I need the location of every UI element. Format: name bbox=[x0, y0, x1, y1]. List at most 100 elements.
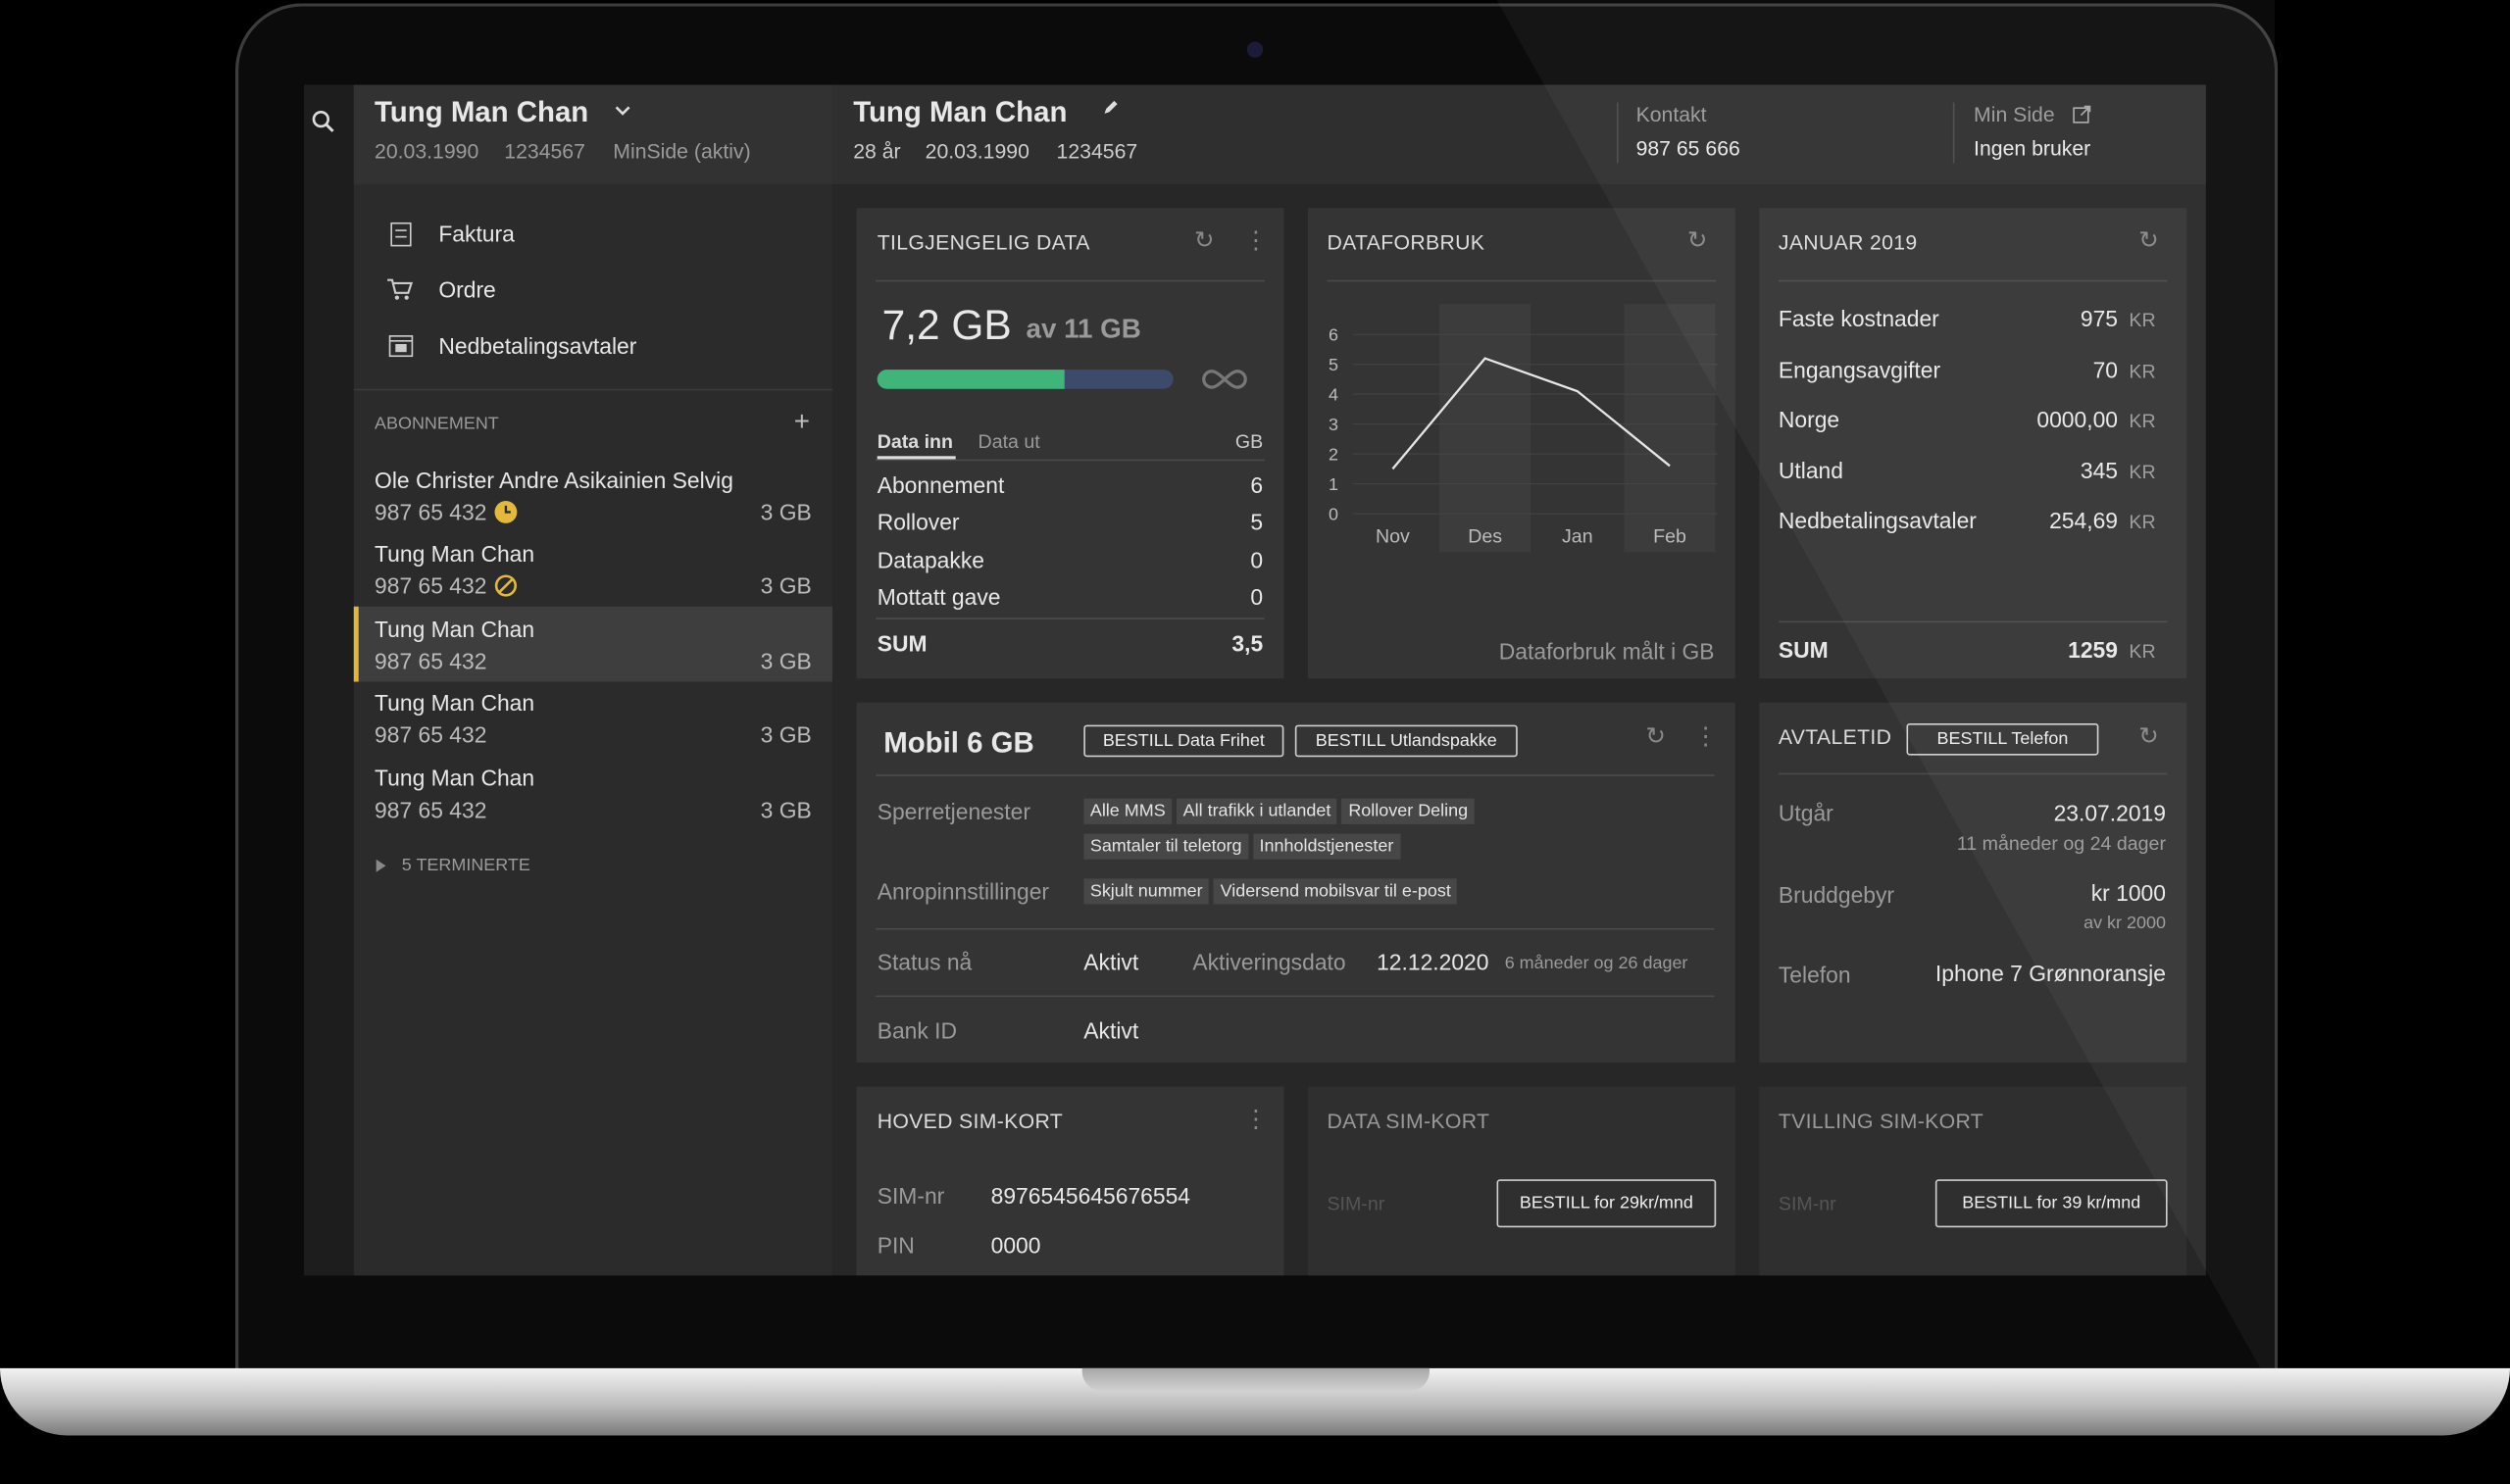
divider bbox=[1952, 102, 1955, 164]
activation-age: 6 måneder og 26 dager bbox=[1504, 954, 1688, 973]
expires-note: 11 måneder og 24 dager bbox=[1956, 831, 2166, 855]
cart-icon bbox=[387, 278, 414, 300]
row-label: Datapakke bbox=[877, 546, 984, 572]
refresh-icon[interactable]: ↻ bbox=[2138, 226, 2159, 255]
sim-card bbox=[1307, 1086, 1735, 1276]
menu-dots[interactable]: ⋮ bbox=[1243, 226, 1269, 255]
phone: Iphone 7 Grønnoransje bbox=[1934, 960, 2166, 986]
sum-label: SUM bbox=[1778, 636, 1829, 663]
cost-unit: KR bbox=[2129, 309, 2156, 331]
refresh-icon[interactable]: ↻ bbox=[1193, 226, 1215, 255]
data-card bbox=[856, 208, 1284, 679]
subscription-data: 3 GB bbox=[760, 721, 812, 748]
order-button[interactable]: BESTILL for 29kr/mnd bbox=[1496, 1179, 1717, 1228]
subscription-name[interactable]: Tung Man Chan bbox=[375, 689, 535, 717]
expand-icon[interactable] bbox=[376, 859, 386, 872]
age: 28 år bbox=[853, 139, 901, 164]
contract-card bbox=[1759, 702, 2187, 1064]
activation-label: Aktiveringsdato bbox=[1192, 949, 1346, 975]
usage-chart: 0 1 2 3 4 5 6 Nov Des Jan Feb bbox=[1329, 304, 1718, 553]
subscription-name[interactable]: Tung Man Chan bbox=[375, 764, 535, 790]
chevron[interactable] bbox=[615, 106, 630, 116]
order-button[interactable]: BESTILL for 39 kr/mnd bbox=[1934, 1179, 2168, 1228]
refresh-icon[interactable]: ↻ bbox=[1686, 226, 1708, 255]
row-value: 6 bbox=[1250, 471, 1264, 498]
customer-name[interactable]: Tung Man Chan bbox=[375, 95, 589, 128]
divider bbox=[1778, 279, 2168, 282]
subscription-name[interactable]: Ole Christer Andre Asikainien Selvig bbox=[375, 467, 733, 493]
search-icon[interactable] bbox=[312, 110, 334, 133]
order-button[interactable]: BESTILL Telefon bbox=[1906, 722, 2099, 756]
subscription-number: 987 65 432 bbox=[375, 647, 487, 674]
y-tick-label: 5 bbox=[1329, 355, 1338, 374]
cost-label: Utland bbox=[1778, 457, 1843, 483]
bankid: Aktivt bbox=[1083, 1017, 1139, 1044]
subscription-data: 3 GB bbox=[760, 499, 812, 525]
divider bbox=[876, 995, 1715, 998]
x-tick-label: Feb bbox=[1653, 525, 1686, 547]
sim-label: SIM-nr bbox=[1327, 1192, 1385, 1215]
dob: 20.03.1990 bbox=[925, 139, 1029, 164]
header bbox=[831, 84, 2206, 184]
data-amount: 7,2 GB bbox=[881, 300, 1012, 349]
customer-id: 1234567 bbox=[504, 139, 585, 164]
cost-value: 975 bbox=[2080, 305, 2118, 331]
add-icon[interactable]: + bbox=[793, 406, 811, 437]
column-band bbox=[1624, 304, 1716, 553]
sidebar-header bbox=[353, 84, 832, 184]
divider bbox=[1327, 279, 1717, 282]
subscription-name[interactable]: Tung Man Chan bbox=[375, 616, 535, 642]
infinity-icon bbox=[1202, 370, 1247, 389]
refresh-icon[interactable]: ↻ bbox=[1645, 722, 1666, 751]
minside-status: MinSide (aktiv) bbox=[613, 139, 751, 164]
section-title: ABONNEMENT bbox=[375, 414, 499, 434]
phone-label: Telefon bbox=[1778, 962, 1851, 988]
external-icon[interactable] bbox=[2073, 105, 2091, 124]
terminated-toggle[interactable]: 5 TERMINERTE bbox=[401, 856, 530, 876]
order-button[interactable]: BESTILL Data Frihet bbox=[1083, 724, 1284, 758]
menu-dots[interactable]: ⋮ bbox=[1243, 1106, 1269, 1133]
refresh-icon[interactable]: ↻ bbox=[2138, 722, 2159, 751]
order-button[interactable]: BESTILL Utlandspakke bbox=[1294, 724, 1518, 758]
chip: Skjult nummer bbox=[1083, 878, 1210, 905]
card-title: TILGJENGELIG DATA bbox=[877, 230, 1090, 255]
sim-card bbox=[1759, 1086, 2187, 1276]
divider bbox=[1778, 772, 2168, 775]
unit: GB bbox=[1234, 430, 1264, 454]
dob: 20.03.1990 bbox=[375, 139, 479, 164]
fee-note: av kr 2000 bbox=[2083, 914, 2166, 933]
blocks-label: Sperretjenester bbox=[877, 798, 1030, 824]
contact-label: Kontakt bbox=[1635, 102, 1707, 126]
menu-item[interactable]: Faktura bbox=[438, 221, 515, 247]
y-tick-label: 1 bbox=[1329, 474, 1338, 494]
row-label: Rollover bbox=[877, 509, 960, 535]
pin: 0000 bbox=[990, 1232, 1041, 1259]
subscription-number: 987 65 432 bbox=[375, 796, 487, 822]
minside-label[interactable]: Min Side bbox=[1974, 102, 2055, 126]
edit-icon[interactable] bbox=[1103, 99, 1119, 115]
menu-item[interactable]: Ordre bbox=[438, 276, 496, 303]
chip: Alle MMS bbox=[1083, 798, 1173, 824]
call-label: Anropinnstillinger bbox=[877, 878, 1050, 905]
cost-label: Engangsavgifter bbox=[1778, 356, 1941, 382]
contact: 987 65 666 bbox=[1635, 135, 1740, 161]
tab-active[interactable]: Data inn bbox=[877, 430, 953, 454]
menu-item[interactable]: Nedbetalingsavtaler bbox=[438, 332, 637, 359]
divider bbox=[353, 388, 832, 391]
selected-subscription bbox=[353, 606, 832, 682]
subscription-name[interactable]: Tung Man Chan bbox=[375, 541, 535, 568]
card-title: TVILLING SIM-KORT bbox=[1778, 1109, 1984, 1133]
tab[interactable]: Data ut bbox=[978, 430, 1040, 454]
sum-unit: KR bbox=[2129, 640, 2156, 663]
icon-rail bbox=[304, 84, 354, 1276]
menu-dots[interactable]: ⋮ bbox=[1693, 722, 1718, 751]
plan-title: Mobil 6 GB bbox=[883, 726, 1034, 759]
divider bbox=[876, 459, 1265, 462]
y-tick-label: 2 bbox=[1329, 445, 1338, 465]
data-bar-fill bbox=[877, 370, 1065, 389]
chip: Innholdstjenester bbox=[1252, 833, 1400, 860]
chart-caption: Dataforbruk målt i GB bbox=[1498, 638, 1715, 665]
y-tick-label: 3 bbox=[1329, 415, 1338, 434]
